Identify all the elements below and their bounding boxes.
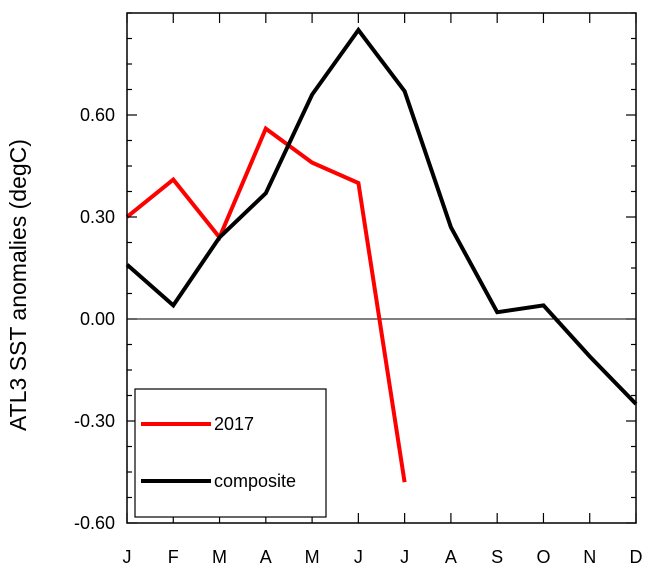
series-line-2017	[125, 125, 407, 483]
y-tick-label: -0.60	[74, 513, 115, 533]
x-tick-label: D	[630, 547, 643, 567]
x-tick-label: M	[212, 547, 227, 567]
x-tick-label: N	[583, 547, 596, 567]
x-tick-label: S	[491, 547, 503, 567]
series-lines-group	[125, 26, 638, 483]
x-tick-label: O	[536, 547, 550, 567]
y-ticks-group: -0.60 -0.30 0.00 0.30 0.60	[74, 12, 636, 533]
y-tick-label: 0.00	[80, 309, 115, 329]
y-tick-label: 0.30	[80, 207, 115, 227]
x-tick-label: J	[400, 547, 409, 567]
y-axis-title: ATL3 SST anomalies (degC)	[5, 139, 31, 431]
x-tick-label: F	[168, 547, 179, 567]
x-tick-label: M	[305, 547, 320, 567]
y-tick-label: 0.60	[80, 105, 115, 125]
x-tick-label: J	[123, 547, 132, 567]
legend-label-composite: composite	[214, 471, 296, 491]
y-tick-label: -0.30	[74, 411, 115, 431]
legend-box	[134, 388, 327, 518]
x-tick-label: A	[445, 547, 457, 567]
x-tick-label: J	[354, 547, 363, 567]
x-tick-label: A	[260, 547, 272, 567]
legend: 2017 composite	[134, 388, 327, 518]
legend-label-2017: 2017	[214, 414, 254, 434]
series-line-composite	[125, 26, 638, 406]
